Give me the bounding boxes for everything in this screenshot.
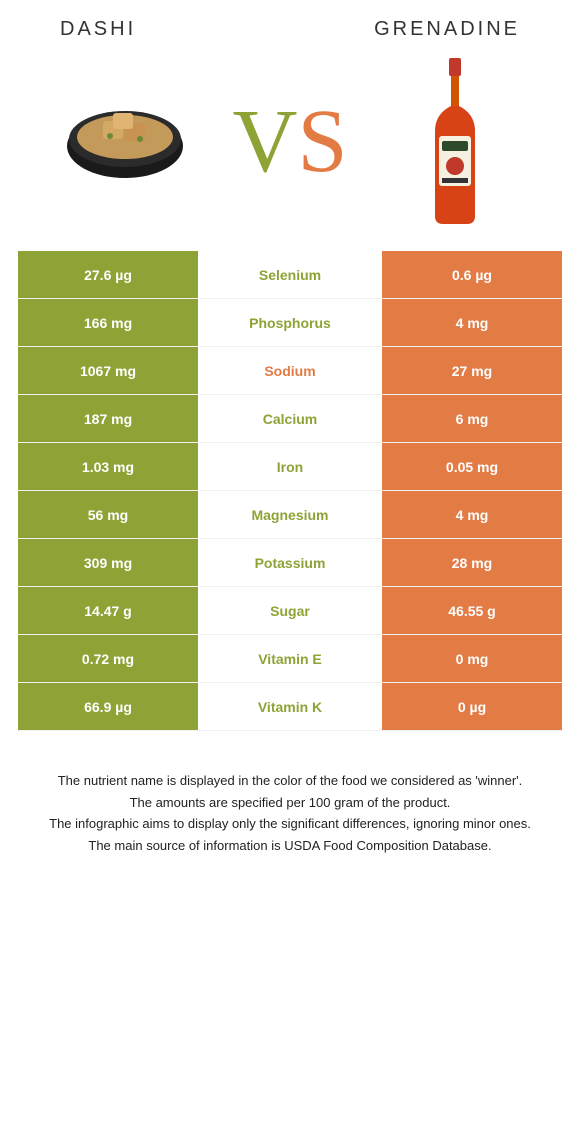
nutrient-row: 1067 mgSodium27 mg — [18, 347, 562, 395]
nutrient-name: Iron — [198, 443, 382, 490]
right-value: 6 mg — [382, 395, 562, 442]
footnotes: The nutrient name is displayed in the co… — [0, 731, 580, 877]
left-value: 14.47 g — [18, 587, 198, 634]
left-value: 187 mg — [18, 395, 198, 442]
nutrient-row: 187 mgCalcium6 mg — [18, 395, 562, 443]
right-value: 0 µg — [382, 683, 562, 730]
nutrient-name: Potassium — [198, 539, 382, 586]
nutrient-name: Vitamin K — [198, 683, 382, 730]
vs-s-letter: S — [297, 90, 347, 193]
left-value: 166 mg — [18, 299, 198, 346]
nutrient-row: 166 mgPhosphorus4 mg — [18, 299, 562, 347]
right-value: 46.55 g — [382, 587, 562, 634]
right-value: 4 mg — [382, 491, 562, 538]
right-value: 4 mg — [382, 299, 562, 346]
footnote-line: The infographic aims to display only the… — [30, 814, 550, 834]
nutrient-row: 14.47 gSugar46.55 g — [18, 587, 562, 635]
footnote-line: The amounts are specified per 100 gram o… — [30, 793, 550, 813]
nutrient-name: Selenium — [198, 251, 382, 298]
left-value: 56 mg — [18, 491, 198, 538]
left-food-title: Dashi — [60, 18, 136, 41]
vs-label: VS — [232, 90, 347, 193]
nutrient-row: 1.03 mgIron0.05 mg — [18, 443, 562, 491]
right-value: 27 mg — [382, 347, 562, 394]
right-value: 0.6 µg — [382, 251, 562, 298]
nutrient-name: Calcium — [198, 395, 382, 442]
nutrient-row: 27.6 µgSelenium0.6 µg — [18, 251, 562, 299]
nutrient-name: Phosphorus — [198, 299, 382, 346]
footnote-line: The nutrient name is displayed in the co… — [30, 771, 550, 791]
nutrient-name: Sugar — [198, 587, 382, 634]
nutrient-name: Vitamin E — [198, 635, 382, 682]
right-value: 0.05 mg — [382, 443, 562, 490]
footnote-line: The main source of information is USDA F… — [30, 836, 550, 856]
right-value: 0 mg — [382, 635, 562, 682]
nutrient-name: Magnesium — [198, 491, 382, 538]
nutrient-row: 66.9 µgVitamin K0 µg — [18, 683, 562, 731]
header: Dashi Grenadine — [0, 0, 580, 51]
nutrient-row: 0.72 mgVitamin E0 mg — [18, 635, 562, 683]
left-value: 0.72 mg — [18, 635, 198, 682]
nutrient-row: 309 mgPotassium28 mg — [18, 539, 562, 587]
left-value: 27.6 µg — [18, 251, 198, 298]
right-value: 28 mg — [382, 539, 562, 586]
left-value: 309 mg — [18, 539, 198, 586]
nutrient-name: Sodium — [198, 347, 382, 394]
right-food-title: Grenadine — [374, 18, 520, 41]
images-row: VS — [0, 51, 580, 251]
left-value: 1.03 mg — [18, 443, 198, 490]
dashi-image — [50, 66, 200, 216]
vs-v-letter: V — [232, 90, 297, 193]
left-value: 66.9 µg — [18, 683, 198, 730]
nutrient-table: 27.6 µgSelenium0.6 µg166 mgPhosphorus4 m… — [0, 251, 580, 731]
nutrient-row: 56 mgMagnesium4 mg — [18, 491, 562, 539]
grenadine-image — [380, 66, 530, 216]
left-value: 1067 mg — [18, 347, 198, 394]
